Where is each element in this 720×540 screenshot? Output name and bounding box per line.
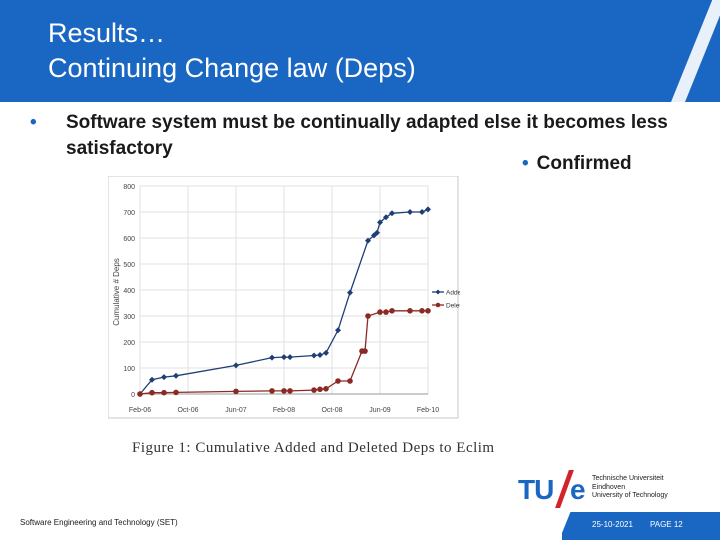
data-point-deleted	[149, 389, 155, 396]
data-point-deleted	[269, 388, 275, 394]
data-point-added	[269, 354, 275, 361]
data-point-added	[149, 376, 155, 383]
y-axis-ticks: 0 100 200 300 400 500 600 700 800	[123, 184, 135, 399]
series-line-added	[139, 208, 429, 395]
data-point-added	[161, 374, 167, 381]
y-tick-label: 400	[123, 288, 135, 295]
y-tick-label: 700	[123, 210, 135, 217]
data-point-added	[323, 349, 329, 356]
legend-label-deleted: Deleted	[446, 303, 460, 310]
data-point-deleted	[311, 387, 317, 393]
x-tick-label: Feb-08	[273, 407, 295, 414]
logo-univ-line3: University of Technology	[592, 492, 668, 499]
title-line-2: Continuing Change law (Deps)	[48, 53, 416, 83]
data-point-deleted	[389, 308, 395, 314]
plot-area	[137, 206, 431, 397]
data-point-added	[233, 362, 239, 369]
data-point-deleted	[233, 388, 239, 395]
data-point-added	[347, 289, 353, 296]
data-point-added	[335, 327, 341, 334]
data-point-added	[425, 206, 431, 213]
x-axis-ticks: Feb-06 Oct-06 Jun-07 Feb-08 Oct-08 Jun-09 Feb-…	[129, 407, 439, 414]
y-tick-label: 300	[123, 314, 135, 321]
bullet-main-text: Software system must be continually adap…	[66, 112, 668, 159]
data-point-deleted	[287, 388, 293, 394]
data-point-added	[377, 219, 383, 226]
header-stripe	[663, 0, 720, 102]
data-point-deleted	[419, 308, 425, 314]
data-point-deleted	[161, 389, 167, 396]
data-point-added	[383, 214, 389, 221]
data-point-deleted	[377, 309, 383, 315]
data-point-deleted	[347, 378, 353, 384]
data-point-added	[311, 352, 317, 359]
footer-left-text: Software Engineering and Technology (SET…	[20, 518, 178, 527]
legend-marker-deleted	[435, 302, 441, 308]
bullet-dot-icon: •	[522, 153, 529, 174]
bullet-dot-icon: •	[30, 112, 37, 133]
y-tick-label: 200	[123, 340, 135, 347]
data-point-added	[407, 209, 413, 215]
x-tick-label: Feb-06	[129, 407, 151, 414]
figure-caption: Figure 1: Cumulative Added and Deleted D…	[132, 440, 495, 456]
data-point-deleted	[173, 389, 179, 396]
data-point-added	[365, 237, 371, 244]
data-point-added	[173, 372, 179, 379]
data-point-added	[371, 232, 377, 239]
data-point-deleted	[281, 388, 287, 394]
tue-logo: TU e Technische Universiteit Eindhoven U…	[518, 470, 698, 510]
data-point-added	[389, 210, 395, 217]
y-tick-label: 100	[123, 366, 135, 373]
data-point-deleted	[407, 308, 413, 314]
chart-legend: Added Deleted	[432, 289, 460, 310]
y-tick-label: 600	[123, 236, 135, 243]
data-point-deleted	[317, 386, 323, 393]
x-tick-label: Feb-10	[417, 407, 439, 414]
footer-bar: 25-10-2021 PAGE 12	[562, 512, 720, 540]
data-point-deleted	[335, 378, 341, 384]
x-tick-label: Jun-07	[225, 407, 247, 414]
logo-tu: TU	[518, 474, 554, 505]
cumulative-deps-chart: 0 100 200 300 400 500 600 700 800 Feb-06 Oct-06 Ju…	[108, 176, 460, 419]
x-tick-label: Oct-06	[177, 407, 198, 414]
logo-university-name: Technische Universiteit Eindhoven Univer…	[592, 475, 668, 501]
footer-bar-cut	[562, 512, 573, 540]
bullet-main: • Software system must be continually ad…	[30, 110, 670, 162]
y-axis-label: Cumulative # Deps	[112, 258, 121, 326]
logo-univ-line1: Technische Universiteit	[592, 475, 664, 482]
legend-marker-added	[435, 289, 441, 295]
data-point-deleted	[383, 309, 389, 315]
legend-label-added: Added	[446, 290, 460, 297]
data-point-deleted	[137, 391, 143, 397]
title-line-1: Results…	[48, 18, 166, 48]
data-point-deleted	[323, 386, 329, 392]
series-line-deleted	[139, 310, 428, 395]
data-point-added	[287, 354, 293, 361]
y-tick-label: 800	[123, 184, 135, 191]
chart-grid	[139, 185, 429, 395]
logo-univ-line2: Eindhoven	[592, 483, 626, 491]
bullet-confirmed-text: Confirmed	[536, 153, 632, 174]
data-point-added	[419, 209, 425, 215]
data-point-added	[281, 354, 287, 361]
slide-title: Results… Continuing Change law (Deps)	[48, 16, 416, 86]
data-point-deleted	[362, 348, 368, 354]
y-tick-label: 500	[123, 262, 135, 269]
data-point-deleted	[365, 313, 371, 319]
footer-page-number: PAGE 12	[650, 520, 683, 529]
logo-e: e	[570, 474, 586, 505]
title-bar: Results… Continuing Change law (Deps)	[0, 0, 720, 102]
footer-date: 25-10-2021	[592, 520, 633, 529]
data-point-added	[374, 229, 380, 236]
bullet-confirmed: • Confirmed	[522, 153, 632, 175]
x-tick-label: Jun-09	[369, 407, 391, 414]
y-tick-label: 0	[131, 392, 135, 399]
data-point-deleted	[425, 308, 431, 314]
x-tick-label: Oct-08	[321, 407, 342, 414]
data-point-added	[317, 352, 323, 358]
